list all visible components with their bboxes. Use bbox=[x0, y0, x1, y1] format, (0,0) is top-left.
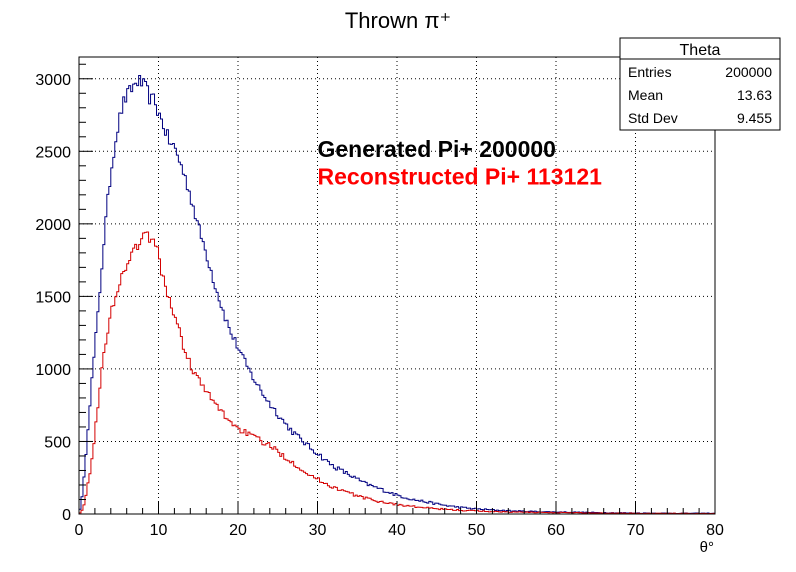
stats-stddev-value: 9.455 bbox=[737, 110, 772, 126]
y-tick-label: 0 bbox=[62, 507, 71, 524]
annotation-0: Generated Pi+ 200000 bbox=[318, 136, 556, 162]
x-tick-label: 30 bbox=[309, 522, 327, 539]
series-layer bbox=[78, 74, 715, 515]
x-tick-label: 50 bbox=[468, 522, 486, 539]
grid-lines bbox=[79, 57, 715, 514]
x-tick-label: 40 bbox=[388, 522, 406, 539]
series-line-reconstructed bbox=[78, 231, 715, 515]
y-tick-label: 3000 bbox=[35, 72, 71, 89]
axis-tick-labels: 0 10 20 30 40 50 60 70 80 0 500 1000 1500 2000 2500 300… bbox=[35, 72, 724, 539]
annotation-1: Reconstructed Pi+ 113121 bbox=[318, 164, 603, 190]
x-tick-label: 10 bbox=[150, 522, 168, 539]
stats-box-frame bbox=[619, 37, 781, 131]
x-tick-label: 60 bbox=[547, 522, 565, 539]
x-tick-label: 0 bbox=[75, 522, 84, 539]
chart-title: Thrown π⁺ bbox=[345, 8, 451, 33]
x-tick-label: 70 bbox=[627, 522, 645, 539]
y-tick-label: 2000 bbox=[35, 217, 71, 234]
x-axis-label: θ° bbox=[700, 539, 714, 556]
y-tick-label: 500 bbox=[44, 434, 71, 451]
stats-box: Theta Entries 200000 Mean 13.63 Std Dev … bbox=[619, 37, 781, 131]
stats-mean-value: 13.63 bbox=[737, 87, 772, 103]
stats-stddev-label: Std Dev bbox=[628, 110, 678, 126]
stats-entries-value: 200000 bbox=[725, 64, 772, 80]
y-tick-label: 1000 bbox=[35, 362, 71, 379]
y-tick-label: 2500 bbox=[35, 144, 71, 161]
stats-box-title: Theta bbox=[680, 42, 721, 59]
x-tick-label: 20 bbox=[229, 522, 247, 539]
y-tick-label: 1500 bbox=[35, 289, 71, 306]
axis-ticks bbox=[78, 63, 716, 515]
x-tick-label: 80 bbox=[706, 522, 724, 539]
stats-entries-label: Entries bbox=[628, 64, 672, 80]
stats-mean-label: Mean bbox=[628, 87, 663, 103]
